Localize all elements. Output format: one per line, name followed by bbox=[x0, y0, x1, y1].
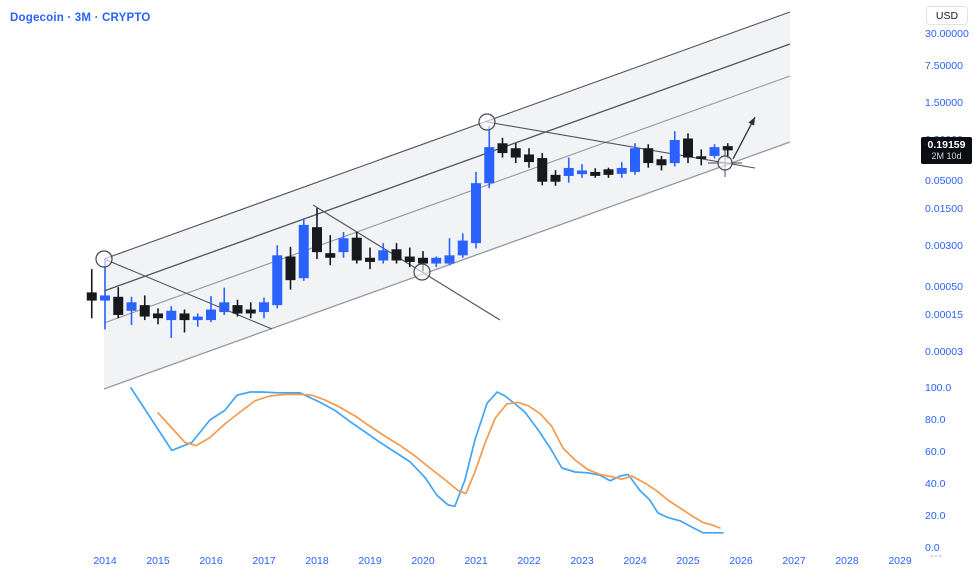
oscillator-tick-label: 100.0 bbox=[925, 382, 952, 394]
price-tick-label: 7.50000 bbox=[925, 59, 963, 72]
year-tick-label: 2018 bbox=[305, 555, 329, 567]
symbol-legend[interactable]: Dogecoin · 3M · CRYPTO bbox=[10, 8, 151, 26]
year-tick-label: 2019 bbox=[358, 555, 382, 567]
currency-button[interactable]: USD bbox=[926, 6, 968, 25]
price-tick-label: 0.00015 bbox=[925, 309, 963, 321]
price-tick-label: 0.00003 bbox=[925, 346, 963, 358]
price-tick-label: 0.00050 bbox=[925, 281, 963, 294]
year-tick-label: 2023 bbox=[570, 555, 594, 567]
trendline-drawings[interactable] bbox=[103, 121, 756, 330]
bar-countdown: 2M 10d bbox=[931, 151, 962, 161]
year-tick-label: 2017 bbox=[252, 555, 276, 567]
oscillator-tick-label: 0.0 bbox=[925, 542, 940, 554]
arrow-drawing[interactable] bbox=[732, 116, 756, 160]
oscillator-tick-label: 60.0 bbox=[925, 446, 946, 458]
candles-layer bbox=[86, 126, 733, 339]
oscillator-tick-label: 80.0 bbox=[925, 414, 946, 426]
year-tick-label: 2029 bbox=[888, 555, 912, 567]
oscillator-tick-label: 40.0 bbox=[925, 478, 946, 490]
price-tick-label: 1.50000 bbox=[925, 97, 963, 109]
year-tick-label: 2016 bbox=[199, 555, 223, 567]
year-tick-label: 2022 bbox=[517, 555, 541, 567]
drawing-anchor-markers[interactable] bbox=[95, 113, 742, 281]
last-price-value: 0.19159 bbox=[927, 139, 966, 151]
oscillator-layer bbox=[130, 387, 724, 534]
time-axis[interactable]: ⋯ 2014 2015 2016 2017 2018 2019 2020 2021 2022 20… bbox=[0, 548, 974, 575]
oscillator-tick-label: 20.0 bbox=[925, 510, 946, 522]
last-price-badge: 0.19159 2M 10d bbox=[921, 137, 972, 164]
year-tick-label: 2014 bbox=[93, 555, 117, 567]
price-tick-label: 0.01500 bbox=[925, 203, 963, 215]
year-tick-label: 2025 bbox=[676, 555, 700, 567]
year-tick-label: 2021 bbox=[464, 555, 488, 567]
symbol-title[interactable]: Dogecoin · 3M · CRYPTO bbox=[10, 12, 151, 24]
price-tick-label: 0.00300 bbox=[925, 240, 963, 252]
year-tick-label: 2026 bbox=[729, 555, 753, 567]
parallel-channel-drawing[interactable] bbox=[103, 11, 791, 390]
price-tick-label: 30.00000 bbox=[925, 28, 969, 40]
year-tick-label: 2027 bbox=[782, 555, 806, 567]
price-tick-label: 0.05000 bbox=[925, 175, 963, 188]
axis-menu-dots[interactable]: ⋯ bbox=[930, 549, 943, 563]
year-tick-label: 2020 bbox=[411, 555, 435, 567]
price-axis[interactable]: USD 0.19159 2M 10d 30.00000 7.50000 1.5000… bbox=[920, 0, 974, 575]
year-tick-label: 2024 bbox=[623, 555, 647, 567]
year-tick-label: 2028 bbox=[835, 555, 859, 567]
year-tick-label: 2015 bbox=[146, 555, 170, 567]
